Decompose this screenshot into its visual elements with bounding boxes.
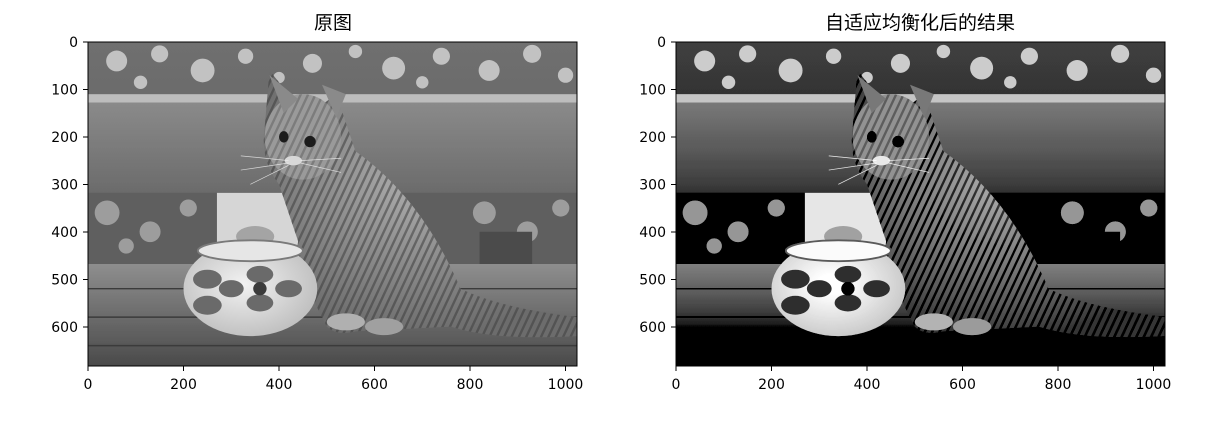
panel-title: 自适应均衡化后的结果	[825, 12, 1015, 34]
y-tick-label: 200	[639, 130, 666, 146]
image-equalized	[676, 42, 1165, 366]
image-original	[88, 42, 577, 366]
x-tick-label: 800	[457, 377, 484, 393]
y-tick-label: 400	[639, 225, 666, 241]
y-tick-label: 500	[639, 273, 666, 289]
y-tick-label: 400	[51, 225, 78, 241]
x-tick-label: 600	[949, 377, 976, 393]
y-tick-label: 600	[51, 320, 78, 336]
x-tick-label: 200	[170, 377, 197, 393]
x-tick-label: 400	[854, 377, 881, 393]
x-tick-label: 600	[361, 377, 388, 393]
x-tick-label: 1000	[1136, 377, 1172, 393]
y-tick-label: 0	[69, 35, 78, 51]
x-tick-label: 0	[672, 377, 681, 393]
x-tick-label: 200	[758, 377, 785, 393]
panel-equalized: 自适应均衡化后的结果 0 200 400 600 800 1000	[639, 12, 1171, 393]
y-tick-label: 600	[639, 320, 666, 336]
x-tick-label: 0	[84, 377, 93, 393]
y-tick-label: 200	[51, 130, 78, 146]
x-tick-label: 800	[1045, 377, 1072, 393]
y-axis: 0 100 200 300 400 500 600	[639, 35, 676, 336]
panel-title: 原图	[314, 12, 352, 34]
y-tick-label: 300	[51, 178, 78, 194]
axes-frame	[675, 41, 1166, 367]
y-tick-label: 500	[51, 273, 78, 289]
panel-original: 原图 0 200 400 600 800 1000	[51, 12, 583, 393]
y-tick-label: 0	[657, 35, 666, 51]
x-axis: 0 200 400 600 800 1000	[84, 366, 584, 393]
axes-frame	[87, 41, 578, 367]
x-tick-label: 400	[266, 377, 293, 393]
y-tick-label: 300	[639, 178, 666, 194]
y-tick-label: 100	[51, 83, 78, 99]
y-axis: 0 100 200 300 400 500 600	[51, 35, 88, 336]
x-tick-label: 1000	[548, 377, 584, 393]
x-axis: 0 200 400 600 800 1000	[672, 366, 1172, 393]
y-tick-label: 100	[639, 83, 666, 99]
